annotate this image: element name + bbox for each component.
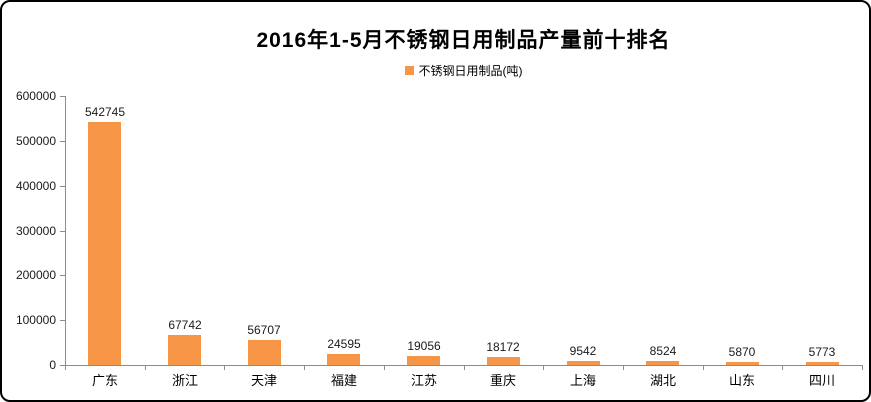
x-axis-tick	[622, 366, 624, 370]
x-axis-tick	[304, 366, 306, 370]
x-category-label: 福建	[330, 373, 357, 388]
y-axis-tick-label: 500000	[15, 133, 56, 148]
bar-江苏	[407, 356, 440, 365]
x-category-label: 湖北	[649, 373, 676, 388]
y-axis-tick-label: 300000	[15, 223, 56, 238]
bar-value-label: 5773	[808, 345, 836, 359]
x-category-label: 上海	[569, 373, 596, 388]
bar-天津	[248, 340, 281, 365]
x-axis-tick	[65, 366, 66, 370]
y-axis-line	[65, 96, 66, 365]
legend: 不锈钢日用制品(吨)	[65, 62, 862, 79]
y-axis-tick-label: 0	[49, 358, 56, 372]
y-axis-tick	[60, 140, 65, 142]
bar-value-label: 18172	[486, 340, 520, 354]
bar-value-label: 24595	[327, 337, 361, 351]
bar-上海	[567, 361, 600, 365]
bar-value-label: 9542	[569, 344, 597, 358]
x-axis-tick	[463, 366, 465, 370]
bar-广东	[88, 122, 121, 365]
x-axis-tick	[383, 366, 385, 370]
bar-value-label: 19056	[407, 339, 441, 353]
x-axis-tick	[224, 366, 226, 370]
y-axis-tick-label: 100000	[15, 313, 56, 328]
legend-swatch-icon	[404, 66, 414, 75]
bar-山东	[726, 362, 759, 365]
bar-四川	[806, 362, 839, 365]
y-axis-tick	[60, 275, 65, 277]
y-axis-tick	[60, 365, 65, 366]
x-category-label: 天津	[250, 373, 277, 388]
y-axis-tick	[60, 96, 65, 97]
bar-value-label: 5870	[728, 345, 756, 359]
y-axis-tick	[60, 230, 65, 232]
chart-title: 2016年1-5月不锈钢日用制品产量前十排名	[256, 29, 671, 52]
x-axis-tick	[862, 366, 863, 370]
bar-重庆	[487, 357, 520, 365]
bar-value-label: 67742	[168, 318, 202, 332]
x-axis-tick	[702, 366, 704, 370]
bar-福建	[327, 354, 360, 365]
x-category-label: 四川	[808, 373, 835, 388]
y-axis-tick-label: 400000	[15, 178, 56, 193]
x-category-label: 江苏	[410, 373, 437, 388]
bar-value-label: 8524	[649, 344, 677, 358]
x-axis-tick	[144, 366, 146, 370]
bar-湖北	[646, 361, 679, 365]
x-category-label: 重庆	[489, 373, 516, 388]
legend-label: 不锈钢日用制品(吨)	[418, 64, 523, 78]
y-axis-tick	[60, 185, 65, 187]
bar-value-label: 56707	[247, 323, 281, 337]
bar-浙江	[168, 335, 201, 365]
x-category-label: 山东	[728, 373, 755, 388]
x-category-label: 广东	[91, 373, 118, 388]
bar-value-label: 542745	[84, 105, 126, 119]
x-axis-tick	[543, 366, 545, 370]
y-axis-tick	[60, 320, 65, 322]
x-category-label: 浙江	[171, 373, 198, 388]
x-axis-line	[65, 365, 863, 366]
y-axis-tick-label: 600000	[15, 89, 56, 103]
x-axis-tick	[782, 366, 784, 370]
y-axis-tick-label: 200000	[15, 268, 56, 283]
